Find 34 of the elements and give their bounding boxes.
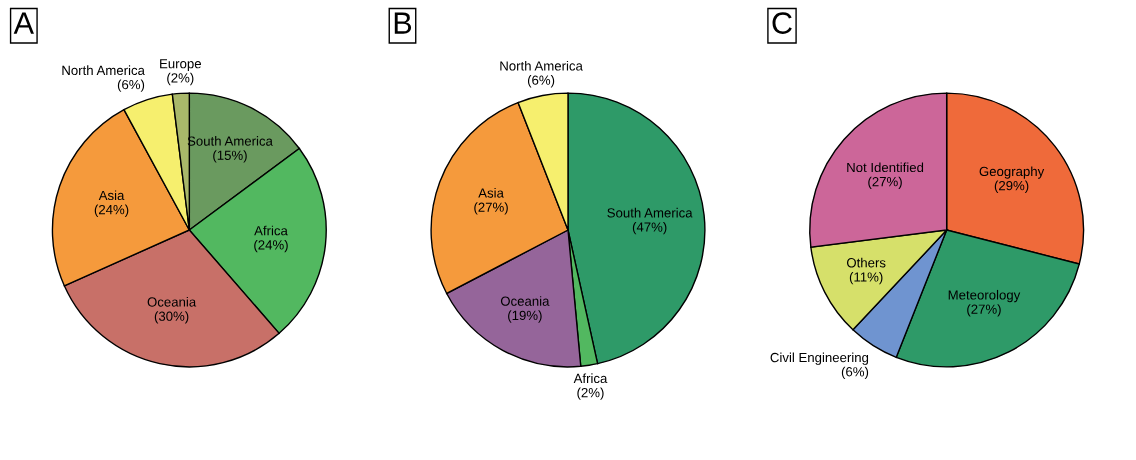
slice-label: Civil Engineering [770,352,869,365]
data-label: (27%) [967,304,1001,317]
slice-label: Oceania [500,296,550,306]
chart-title: A [13,12,34,34]
slice-label: Meteorology [948,289,1021,303]
slice-label: Asia [478,187,504,198]
slice-label: Asia [98,190,125,201]
chart-title: C [772,12,792,34]
data-label: (15%) [213,150,247,163]
data-label: (6%) [527,75,555,88]
chart-title: B [394,12,412,34]
slice-label: Not Identified [847,162,924,173]
data-label: (30%) [154,311,189,324]
slice-label: Europe [160,59,201,71]
slice-label: Africa [254,225,288,236]
slice-label: Oceania [147,296,197,307]
data-label: (2%) [167,72,194,86]
slice-label: Others [846,257,886,268]
data-label: (6%) [117,79,145,92]
data-label: (2%) [577,387,604,400]
data-label: (27%) [868,176,902,189]
data-label: (29%) [994,180,1029,193]
data-label: (11%) [849,271,883,285]
slice-label: South America [607,207,693,218]
data-label: (24%) [254,239,288,253]
data-label: (47%) [632,222,667,235]
data-label: (24%) [94,204,129,217]
data-label: (6%) [841,366,869,380]
data-label: (19%) [508,310,542,323]
slice-label: Geography [979,166,1045,179]
slice-label: North America [500,60,583,71]
slice-label: Africa [573,373,608,384]
data-label: (27%) [474,202,508,215]
slice-label: North America [62,65,145,76]
